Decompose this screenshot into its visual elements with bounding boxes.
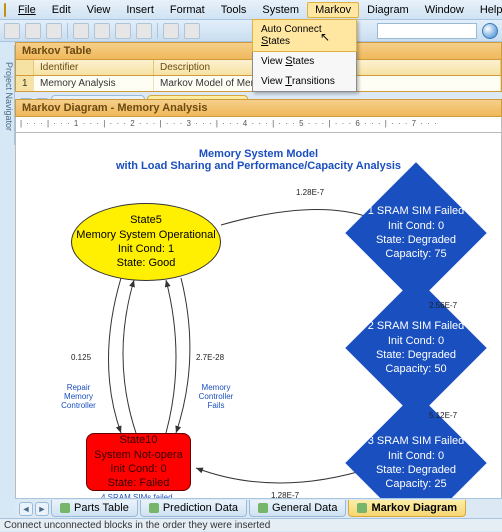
col-identifier[interactable]: Identifier [34,60,154,75]
d3-l1: 3 SRAM SIM Failed [368,434,465,448]
bottom-tabstrip: ◄ ► Parts Table Prediction Data General … [15,498,502,518]
d1-l4: Capacity: 75 [385,247,446,261]
menu-window[interactable]: Window [417,2,472,18]
menu-diagram[interactable]: Diagram [359,2,417,18]
d2-l3: State: Degraded [376,348,456,362]
tab-general-data[interactable]: General Data [249,500,346,517]
d3-l2: Init Cond: 0 [388,449,444,463]
row-num: 1 [16,76,34,91]
d3-l4: Capacity: 25 [385,477,446,491]
toolbar-btn-6[interactable] [115,23,131,39]
toolbar-btn-5[interactable] [94,23,110,39]
rect-l1: State10 [120,433,158,447]
rect-l3: Init Cond: 0 [110,462,166,476]
tab-label: Markov Diagram [371,502,457,514]
state-failed-rect[interactable]: State10 System Not-opera Init Cond: 0 St… [86,433,191,491]
menu-system[interactable]: System [254,2,307,18]
search-icon[interactable] [482,23,498,39]
row-id[interactable]: Memory Analysis [34,76,154,91]
tab-markov-diagram[interactable]: Markov Diagram [348,500,466,517]
rect-l2: System Not-opera [94,448,183,462]
ellipse-l2: Memory System Operational [76,228,215,242]
d1-l2: Init Cond: 0 [388,219,444,233]
d2-l4: Capacity: 50 [385,362,446,376]
menu-insert[interactable]: Insert [118,2,162,18]
menu-view-transitions[interactable]: View Transitions [253,71,356,91]
d2-l1: 2 SRAM SIM Failed [368,319,465,333]
col-blank [16,60,34,75]
status-bar: Connect unconnected blocks in the order … [0,518,502,531]
project-navigator-tab[interactable]: Project Navigator [0,45,15,145]
markov-dropdown: Auto Connect States View States View Tra… [252,19,357,92]
arrow-label-top: 1.28E-7 [296,188,324,197]
tab-icon [258,503,268,513]
toolbar-btn-3[interactable] [46,23,62,39]
toolbar-btn-2[interactable] [25,23,41,39]
state-good-ellipse[interactable]: State5 Memory System Operational Init Co… [71,203,221,281]
state-diamond-3[interactable]: 3 SRAM SIM Failed Init Cond: 0 State: De… [366,413,466,503]
arrow-label-low-right: 5.12E-7 [429,411,457,420]
diagram-panel: Markov Diagram - Memory Analysis | · · ·… [15,99,502,503]
arrow-label-left: 0.125 [71,353,91,362]
menu-help[interactable]: Help [472,2,502,18]
ellipse-l1: State5 [130,213,162,227]
ellipse-l3: Init Cond: 1 [118,242,174,256]
tab-icon [60,503,70,513]
diagram-canvas[interactable]: Memory System Model with Load Sharing an… [15,133,502,503]
toolbar-btn-9[interactable] [184,23,200,39]
btab-nav-next[interactable]: ► [35,502,49,516]
tab-label: Parts Table [74,502,129,514]
label-fails: Memory Controller Fails [191,383,241,410]
menu-tools[interactable]: Tools [213,2,255,18]
tab-label: General Data [272,502,337,514]
menu-view-states[interactable]: View States [253,51,356,71]
d1-l3: State: Degraded [376,233,456,247]
app-logo [4,3,6,17]
diagram-title: Markov Diagram - Memory Analysis [15,99,502,117]
menu-markov[interactable]: Markov [307,2,359,18]
arrow-label-mid: 2.7E-28 [196,353,224,362]
toolbar-sep [67,23,68,39]
label-repair: Repair Memory Controller [56,383,101,410]
toolbar-btn-8[interactable] [163,23,179,39]
toolbar [0,20,502,42]
toolbar-btn-1[interactable] [4,23,20,39]
tab-label: Prediction Data [163,502,238,514]
menu-auto-connect-states[interactable]: Auto Connect States [252,19,357,52]
state-diamond-2[interactable]: 2 SRAM SIM Failed Init Cond: 0 State: De… [366,298,466,398]
cursor-icon: ↖ [320,30,330,44]
menu-view[interactable]: View [79,2,119,18]
menubar: File Edit View Insert Format Tools Syste… [0,0,502,20]
toolbar-btn-4[interactable] [73,23,89,39]
menu-file[interactable]: File [10,2,44,18]
d1-l1: 1 SRAM SIM Failed [368,204,465,218]
rect-l4: State: Failed [108,476,170,490]
horizontal-ruler: | · · · | · · · 1 · · · | · · · 2 · · · … [15,117,502,133]
tab-icon [149,503,159,513]
toolbar-combo[interactable] [377,23,477,39]
menu-format[interactable]: Format [162,2,213,18]
menu-edit[interactable]: Edit [44,2,79,18]
tab-icon [357,503,367,513]
tab-parts-table[interactable]: Parts Table [51,500,138,517]
d2-l2: Init Cond: 0 [388,334,444,348]
btab-nav-prev[interactable]: ◄ [19,502,33,516]
d3-l3: State: Degraded [376,463,456,477]
arrow-label-mid-right: 2.56E-7 [429,301,457,310]
tab-prediction-data[interactable]: Prediction Data [140,500,247,517]
state-diamond-1[interactable]: 1 SRAM SIM Failed Init Cond: 0 State: De… [366,183,466,283]
toolbar-sep-2 [157,23,158,39]
toolbar-btn-7[interactable] [136,23,152,39]
ellipse-l4: State: Good [117,256,176,270]
